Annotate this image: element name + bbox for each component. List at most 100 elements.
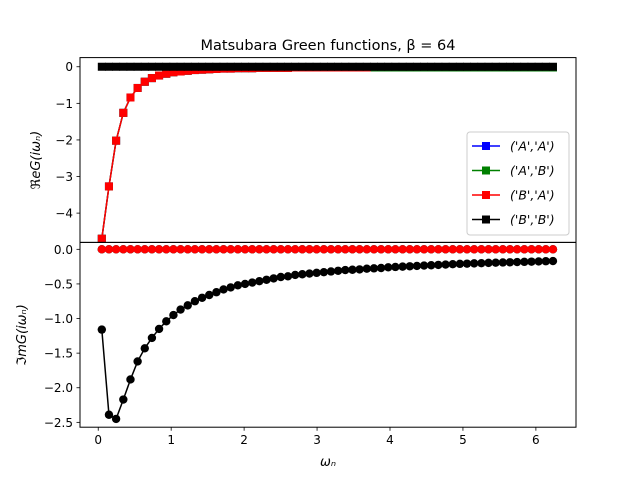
imag-data-point xyxy=(376,263,386,273)
real-data-point xyxy=(412,62,421,71)
imag-data-point xyxy=(477,245,486,254)
imag-data-point xyxy=(319,267,329,277)
imag-data-point xyxy=(162,317,171,326)
imag-data-point xyxy=(226,245,235,254)
imag-data-point xyxy=(491,245,500,254)
x-axis-label: ωₙ xyxy=(320,455,336,470)
imag-data-point xyxy=(419,261,429,270)
imag-data-point xyxy=(469,245,479,254)
imag-data-point xyxy=(477,258,486,268)
imag-data-point xyxy=(104,410,114,419)
imag-data-point xyxy=(212,245,221,254)
real-data-point xyxy=(484,62,493,71)
real-data-point xyxy=(362,62,371,71)
legend-entry: ('B','A') xyxy=(472,188,555,203)
imag-data-point xyxy=(441,245,450,254)
imag-data-point xyxy=(305,269,314,278)
imag-data-point xyxy=(312,245,321,254)
imag-data-point xyxy=(462,259,472,268)
real-data-point xyxy=(291,62,300,71)
real-series-4 xyxy=(97,62,557,71)
imag-data-point xyxy=(427,261,436,270)
imag-data-point xyxy=(219,245,228,254)
imag-data-point xyxy=(162,245,171,254)
imag-data-point xyxy=(147,245,157,254)
imag-data-point xyxy=(441,260,450,269)
imag-data-point xyxy=(376,245,386,254)
imag-data-point xyxy=(276,272,286,282)
legend-label: ('A','B') xyxy=(510,163,555,178)
real-data-point xyxy=(276,62,285,71)
real-data-point xyxy=(448,62,457,71)
real-data-point xyxy=(420,62,429,71)
real-data-point xyxy=(176,67,185,76)
imag-y-tick-label: −1.0 xyxy=(44,312,73,326)
real-data-point xyxy=(398,62,407,71)
imag-plot-frame xyxy=(79,241,577,428)
imag-data-point xyxy=(269,245,278,254)
imag-data-point xyxy=(333,245,343,254)
imag-data-point xyxy=(326,267,336,276)
legend-entry: ('A','B') xyxy=(472,163,555,178)
imag-data-point xyxy=(262,245,271,254)
imag-data-point xyxy=(520,257,529,267)
imag-data-point xyxy=(126,245,135,254)
legend-marker xyxy=(482,166,490,175)
imag-data-point xyxy=(248,278,257,287)
imag-data-point xyxy=(326,245,336,254)
imag-data-point xyxy=(548,256,558,266)
real-data-point xyxy=(369,62,378,71)
imag-data-point xyxy=(491,258,500,267)
real-data-point xyxy=(384,62,393,71)
imag-data-point xyxy=(290,245,300,254)
real-data-point xyxy=(176,62,185,71)
imag-data-point xyxy=(111,245,121,254)
imag-data-point xyxy=(362,245,372,254)
imag-data-point xyxy=(484,245,493,254)
imag-data-point xyxy=(527,257,536,266)
real-data-point xyxy=(162,69,171,78)
real-data-point xyxy=(355,62,364,71)
imag-data-point xyxy=(455,259,465,269)
real-data-point xyxy=(205,62,214,71)
x-tick-label: 3 xyxy=(313,433,321,447)
imag-data-point xyxy=(534,257,543,266)
real-data-point xyxy=(341,62,350,71)
imag-data-point xyxy=(434,245,443,254)
real-data-point xyxy=(190,62,199,71)
real-data-point xyxy=(104,62,113,71)
imag-data-point xyxy=(183,301,192,310)
real-data-point xyxy=(455,62,464,71)
imag-data-point xyxy=(341,245,350,254)
imag-data-point xyxy=(140,344,149,353)
imag-series-3 xyxy=(97,245,558,254)
imag-data-point xyxy=(276,245,286,254)
real-data-point xyxy=(434,62,443,71)
chart-title: Matsubara Green functions, β = 64 xyxy=(201,38,456,54)
real-data-point xyxy=(319,62,328,71)
imag-data-point xyxy=(384,245,393,254)
imag-data-point xyxy=(405,262,414,271)
imag-data-point xyxy=(219,285,228,294)
legend-entry: ('B','B') xyxy=(472,212,555,227)
real-y-tick-label: −4 xyxy=(55,207,73,221)
imag-data-point xyxy=(205,245,214,254)
imag-data-point xyxy=(154,324,164,334)
real-data-point xyxy=(348,62,357,71)
panel-real: 0 −1 −2 −3 −4 ℜeG(iωₙ) xyxy=(29,57,577,243)
imag-data-point xyxy=(111,414,121,424)
imag-data-point xyxy=(119,245,128,254)
real-data-point xyxy=(133,83,142,92)
imag-data-point xyxy=(233,245,243,254)
imag-data-point xyxy=(190,245,200,254)
imag-y-tick-label: −2.0 xyxy=(44,381,73,395)
imag-data-point xyxy=(505,245,515,254)
real-data-point xyxy=(155,71,164,80)
imag-y-tick-label: −1.5 xyxy=(44,347,73,361)
real-data-point xyxy=(140,77,149,86)
imag-data-point xyxy=(104,245,114,254)
imag-data-point xyxy=(348,265,357,274)
imag-data-point xyxy=(298,270,307,279)
imag-data-point xyxy=(154,245,164,254)
